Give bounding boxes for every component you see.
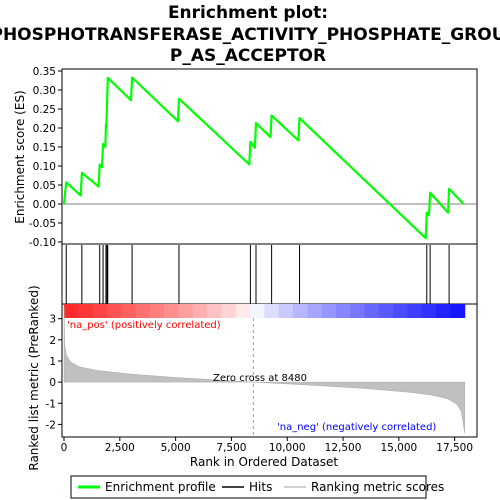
metric-y-tick-label: 3 bbox=[49, 314, 56, 326]
metric-y-tick-label: -1 bbox=[46, 398, 56, 410]
rank-color-segment bbox=[321, 304, 337, 318]
es-y-tick-label: 0.15 bbox=[33, 142, 56, 154]
metric-y-tick-label: 0 bbox=[49, 377, 56, 389]
x-tick-label: 7,500 bbox=[216, 442, 246, 454]
rank-color-segment bbox=[350, 304, 366, 318]
es-y-tick-label: 0.35 bbox=[33, 66, 56, 78]
metric-y-tick-label: 2 bbox=[49, 335, 56, 347]
rank-color-segment bbox=[250, 304, 265, 318]
rank-color-segment bbox=[221, 304, 237, 318]
rank-color-bar bbox=[64, 304, 466, 318]
rank-color-segment bbox=[92, 304, 108, 318]
metric-y-tick-label: -2 bbox=[46, 419, 56, 431]
es-y-tick-label: -0.10 bbox=[29, 237, 56, 249]
rank-color-segment bbox=[121, 304, 137, 318]
legend-box bbox=[70, 475, 427, 499]
rank-color-segment bbox=[264, 304, 280, 318]
rank-color-segment bbox=[364, 304, 380, 318]
rank-color-segment bbox=[78, 304, 94, 318]
es-y-axis-ticks: 0.35 0.30 0.25 0.20 0.15 0.10 0.05 0.00 -0.05 -0.… bbox=[29, 66, 62, 249]
rank-color-segment bbox=[378, 304, 394, 318]
rank-color-segment bbox=[436, 304, 451, 318]
es-line-path bbox=[62, 76, 465, 240]
zero-cross-label: Zero cross at 8480 bbox=[213, 373, 307, 384]
legend-label-enrichment: Enrichment profile bbox=[105, 480, 216, 494]
x-tick-label: 10,000 bbox=[269, 442, 306, 454]
rank-color-segment bbox=[407, 304, 423, 318]
legend-label-metric: Ranking metric scores bbox=[311, 480, 444, 494]
x-tick-label: 17,500 bbox=[436, 442, 473, 454]
rank-color-segment bbox=[421, 304, 437, 318]
rank-color-segment bbox=[292, 304, 308, 318]
x-tick-label: 15,000 bbox=[380, 442, 417, 454]
metric-area-path bbox=[63, 305, 465, 433]
rank-color-segment bbox=[178, 304, 194, 318]
es-y-tick-label: 0.10 bbox=[33, 161, 56, 173]
rank-color-segment bbox=[235, 304, 251, 318]
rank-color-segment bbox=[207, 304, 222, 318]
metric-y-axis-label: Ranked list metric (PreRanked) bbox=[27, 285, 41, 470]
es-y-tick-label: -0.05 bbox=[29, 218, 56, 230]
chart-title-line-1: Enrichment plot: bbox=[168, 3, 328, 23]
rank-color-segment bbox=[450, 304, 466, 318]
rank-color-segment bbox=[106, 304, 122, 318]
x-axis-ticks: 0 2,500 5,000 7,500 10,000 12,500 15,000 17,500 bbox=[61, 437, 473, 454]
negative-correlation-label: 'na_neg' (negatively correlated) bbox=[277, 422, 436, 433]
rank-color-segment bbox=[278, 304, 294, 318]
x-tick-label: 0 bbox=[61, 442, 68, 454]
positive-correlation-label: 'na_pos' (positively correlated) bbox=[67, 320, 221, 331]
x-tick-label: 12,500 bbox=[325, 442, 362, 454]
rank-color-segment bbox=[135, 304, 151, 318]
es-y-tick-label: 0.30 bbox=[33, 85, 56, 97]
rank-color-segment bbox=[393, 304, 408, 318]
legend: Enrichment profile Hits Ranking metric s… bbox=[70, 475, 444, 499]
rank-color-segment bbox=[307, 304, 323, 318]
es-y-tick-label: 0.25 bbox=[33, 104, 56, 116]
es-y-axis-label: Enrichment score (ES) bbox=[13, 90, 27, 223]
es-series-line bbox=[62, 76, 465, 240]
rank-color-segment bbox=[149, 304, 165, 318]
legend-label-hits: Hits bbox=[249, 480, 272, 494]
rank-color-segment bbox=[192, 304, 208, 318]
rank-color-segment bbox=[64, 304, 79, 318]
metric-y-tick-label: 1 bbox=[49, 356, 56, 368]
chart-title-line-3: P_AS_ACCEPTOR bbox=[170, 46, 326, 66]
metric-series-area bbox=[63, 305, 465, 433]
es-y-tick-label: 0.00 bbox=[33, 199, 56, 211]
x-tick-label: 5,000 bbox=[161, 442, 191, 454]
chart-title-line-2: PHOSPHOTRANSFERASE_ACTIVITY_PHOSPHATE_GR… bbox=[0, 25, 500, 45]
x-axis-label: Rank in Ordered Dataset bbox=[190, 455, 338, 469]
rank-color-segment bbox=[164, 304, 179, 318]
es-y-tick-label: 0.20 bbox=[33, 123, 56, 135]
x-tick-label: 2,500 bbox=[105, 442, 135, 454]
es-y-tick-label: 0.05 bbox=[33, 180, 56, 192]
rank-color-segment bbox=[335, 304, 351, 318]
metric-y-axis-ticks: 3 2 1 0 -1 -2 bbox=[46, 314, 62, 431]
